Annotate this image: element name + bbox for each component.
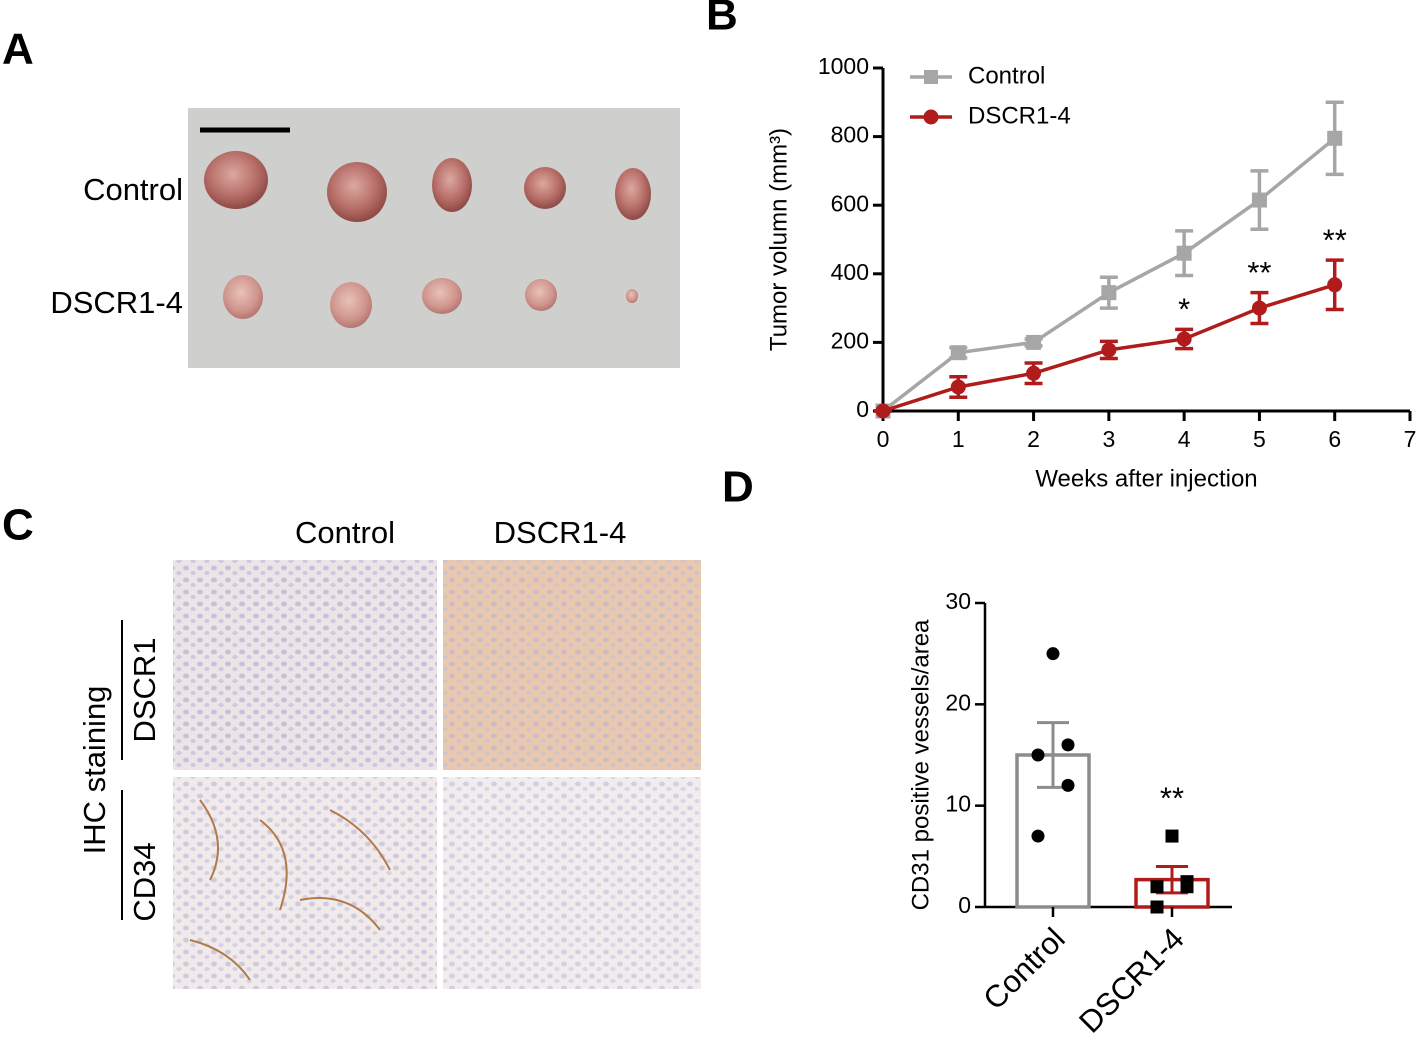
marker (1046, 647, 1060, 661)
column-label: DSCR1-4 (494, 515, 627, 550)
row-label: DSCR1-4 (50, 285, 183, 320)
group-label: IHC staining (77, 686, 112, 855)
marker (1061, 738, 1075, 752)
y-tick-label: 1000 (818, 53, 869, 79)
y-axis-label: Tumor volumn (mm³) (765, 128, 792, 351)
row-label: DSCR1 (127, 637, 162, 742)
y-tick-label: 20 (945, 689, 971, 715)
marker (1327, 277, 1343, 293)
marker (875, 403, 891, 419)
marker (950, 379, 966, 395)
legend-marker (924, 70, 938, 84)
panel-label: A (2, 25, 34, 74)
x-tick-label: Control (976, 921, 1071, 1016)
ihc-images (121, 560, 701, 989)
marker (1150, 900, 1164, 914)
marker (1026, 365, 1042, 381)
marker (1327, 130, 1343, 146)
annotation: ** (1160, 780, 1184, 815)
y-tick-label: 0 (958, 892, 971, 918)
panel-label: B (706, 0, 738, 40)
marker (1026, 334, 1042, 350)
annotation: ** (1323, 222, 1347, 257)
x-tick-label: 7 (1404, 426, 1417, 452)
marker (1031, 748, 1045, 762)
marker (1165, 829, 1179, 843)
y-tick-label: 400 (831, 259, 869, 285)
column-label: Control (295, 515, 395, 550)
marker (1180, 875, 1194, 889)
marker (1101, 342, 1117, 358)
y-tick-label: 800 (831, 122, 869, 148)
x-tick-label: 0 (877, 426, 890, 452)
annotation: ** (1247, 255, 1271, 290)
y-tick-label: 200 (831, 327, 869, 353)
marker (1251, 300, 1267, 316)
legend-label: DSCR1-4 (968, 102, 1071, 129)
y-tick-label: 10 (945, 791, 971, 817)
y-axis-label: CD31 positive vessels/area (907, 619, 934, 910)
x-axis-label: Weeks after injection (1035, 465, 1257, 492)
x-tick-label: DSCR1-4 (1072, 921, 1191, 1040)
y-tick-label: 600 (831, 190, 869, 216)
x-tick-label: 3 (1102, 426, 1115, 452)
annotation: * (1178, 292, 1190, 327)
panel-label: C (2, 501, 34, 550)
row-label: Control (83, 172, 183, 207)
panel-label: D (722, 463, 754, 512)
x-tick-label: 1 (952, 426, 965, 452)
legend-marker (923, 109, 939, 125)
x-tick-label: 2 (1027, 426, 1040, 452)
marker (950, 345, 966, 361)
tumor-photo (188, 108, 680, 368)
marker (1031, 829, 1045, 843)
row-label: CD34 (127, 842, 162, 921)
x-tick-label: 5 (1253, 426, 1266, 452)
marker (1176, 331, 1192, 347)
marker (1150, 880, 1164, 894)
x-tick-label: 4 (1178, 426, 1191, 452)
y-tick-label: 0 (856, 396, 869, 422)
marker (1061, 778, 1075, 792)
x-tick-label: 6 (1328, 426, 1341, 452)
marker (1176, 245, 1192, 261)
legend-label: Control (968, 62, 1045, 89)
y-tick-label: 30 (945, 588, 971, 614)
marker (1251, 192, 1267, 208)
marker (1101, 285, 1117, 301)
